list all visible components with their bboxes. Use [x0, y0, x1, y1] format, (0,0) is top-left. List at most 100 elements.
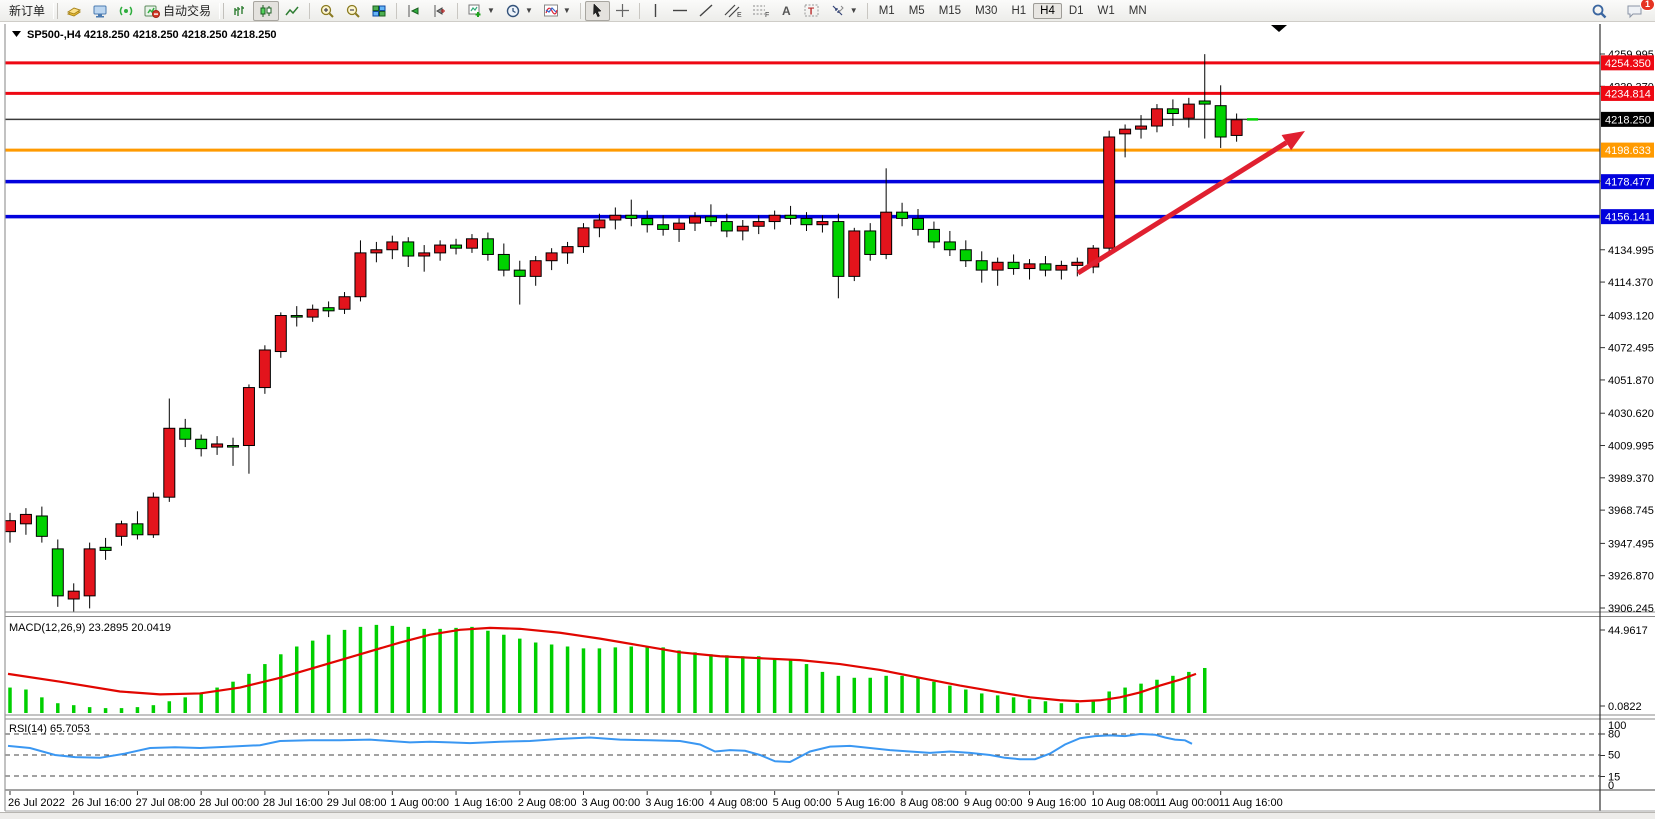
crosshair-tool-button[interactable]	[610, 1, 635, 21]
toolbar-separator	[579, 2, 581, 19]
candle-body	[115, 523, 128, 537]
price-tick-label: 3947.495	[1608, 538, 1654, 550]
auto-scroll-button[interactable]	[401, 1, 427, 21]
chart-shift-icon	[434, 4, 446, 17]
candle-body	[1230, 119, 1243, 136]
signal-icon[interactable]	[113, 1, 139, 21]
candle-body	[657, 224, 670, 230]
candle-body	[1214, 105, 1227, 138]
shapes-dropdown-button[interactable]: ▼	[825, 1, 863, 21]
time-tick-label: 29 Jul 08:00	[327, 797, 387, 809]
time-axis[interactable]: 26 Jul 2022 26 Jul 16:00 27 Jul 08:00 28 Ju…	[8, 791, 1283, 809]
timeframe-group: M1 M5 M15 M30 H1 H4 D1 W1 MN	[872, 2, 1154, 19]
rsi-scale-label: 15	[1608, 772, 1620, 784]
horizontal-line-tool[interactable]	[667, 1, 693, 21]
candle-body	[1055, 264, 1068, 271]
candle-body	[163, 427, 176, 498]
timeframe-H1[interactable]: H1	[1011, 4, 1027, 17]
vertical-line-tool[interactable]	[644, 1, 667, 21]
search-button[interactable]	[1586, 1, 1613, 21]
price-axis[interactable]: 4259.9954239.3704178.8704134.9954114.370…	[1600, 49, 1654, 792]
svg-text:T: T	[808, 7, 814, 18]
timeframe-M30[interactable]: M30	[975, 4, 998, 17]
timeframe-M1[interactable]: M1	[878, 4, 895, 17]
candlestick-chart-button[interactable]	[253, 0, 280, 21]
new-chart-button[interactable]: ▼	[462, 1, 500, 21]
timeframe-clock-button[interactable]: ▼	[500, 1, 538, 21]
price-tick-label: 4134.995	[1608, 245, 1654, 257]
candle-body	[131, 523, 144, 536]
trend-arrow-line[interactable]	[1076, 140, 1288, 276]
dropdown-arrow-icon: ▼	[524, 6, 533, 15]
candle-body	[1182, 103, 1195, 119]
fibonacci-tool[interactable]: F	[747, 1, 775, 21]
candle-body	[1103, 136, 1116, 249]
timeframe-D1[interactable]: D1	[1068, 4, 1084, 17]
timeframe-M5[interactable]: M5	[908, 4, 925, 17]
rsi-scale-label: 100	[1608, 720, 1626, 732]
notifications-button[interactable]: 1	[1621, 0, 1655, 21]
rsi-scale-label: 0	[1608, 780, 1614, 792]
candle-body	[465, 238, 478, 249]
equidistant-channel-tool[interactable]: E	[719, 1, 747, 21]
chart-menu-triangle[interactable]	[12, 31, 21, 37]
dropdown-arrow-icon: ▼	[849, 6, 858, 15]
tile-windows-button[interactable]	[366, 1, 392, 21]
cursor-tool-button[interactable]	[584, 0, 610, 21]
label-tool[interactable]: T	[799, 1, 825, 21]
indicators-button[interactable]: ▼	[538, 1, 576, 21]
candle-body	[1150, 108, 1163, 127]
search-icon	[1592, 4, 1607, 18]
crosshair-icon	[615, 4, 629, 17]
candle-body	[195, 438, 208, 450]
candle-body	[864, 230, 877, 255]
svg-text:A: A	[782, 4, 791, 18]
timeframe-M15[interactable]: M15	[938, 4, 962, 17]
bar-chart-button[interactable]	[227, 1, 253, 21]
zoom-out-button[interactable]	[340, 1, 366, 21]
price-tick-label: 3926.870	[1608, 571, 1654, 583]
new-order-button[interactable]: 新订单	[4, 1, 50, 21]
price-tick-label: 4093.120	[1608, 310, 1654, 322]
time-tick-label: 27 Jul 08:00	[135, 797, 195, 809]
candle-body	[720, 221, 733, 232]
price-badge-4234.814	[1601, 85, 1654, 101]
autotrading-label: 自动交易	[163, 4, 212, 18]
candle-body	[211, 443, 224, 448]
time-tick-label: 9 Aug 00:00	[964, 797, 1023, 809]
symbols-icon[interactable]	[61, 1, 87, 21]
line-chart-button[interactable]	[279, 1, 305, 21]
chart-area[interactable]: 4259.9954239.3704178.8704134.9954114.370…	[0, 22, 1655, 819]
autotrading-button[interactable]: 自动交易	[139, 1, 216, 21]
tile-windows-icon	[372, 5, 386, 16]
terminal-icon[interactable]	[87, 1, 113, 21]
zoom-in-button[interactable]	[314, 1, 340, 21]
candle-body	[370, 249, 383, 254]
time-tick-label: 8 Aug 08:00	[900, 797, 959, 809]
candlestick-chart-svg[interactable]: 4259.9954239.3704178.8704134.9954114.370…	[0, 22, 1655, 819]
time-tick-label: 26 Jul 16:00	[72, 797, 132, 809]
candle-body	[513, 269, 526, 277]
chart-shift-marker[interactable]	[1271, 25, 1287, 32]
timeframe-MN[interactable]: MN	[1128, 4, 1147, 17]
price-badge-label: 4178.477	[1605, 177, 1651, 189]
price-badge-label: 4156.141	[1605, 212, 1651, 224]
window-bottom-strip	[0, 812, 1655, 819]
time-tick-label: 10 Aug 08:00	[1091, 797, 1156, 809]
candle-body	[529, 260, 542, 277]
price-tick-label: 3968.745	[1608, 505, 1654, 517]
time-tick-label: 11 Aug 00:00	[1155, 797, 1219, 809]
price-badge-4198.633	[1601, 142, 1654, 158]
candle-body	[306, 308, 319, 318]
chart-shift-button[interactable]	[427, 1, 453, 21]
timeframe-H4[interactable]: H4	[1033, 2, 1062, 19]
candle-body	[35, 515, 48, 537]
candle-body	[593, 219, 606, 229]
candle-body	[67, 590, 80, 600]
trendline-tool[interactable]	[693, 1, 719, 21]
text-tool[interactable]: A	[775, 1, 799, 21]
dropdown-arrow-icon: ▼	[562, 6, 571, 15]
timeframe-W1[interactable]: W1	[1097, 4, 1115, 17]
candle-body	[1198, 100, 1211, 105]
trendline-icon	[699, 4, 713, 17]
